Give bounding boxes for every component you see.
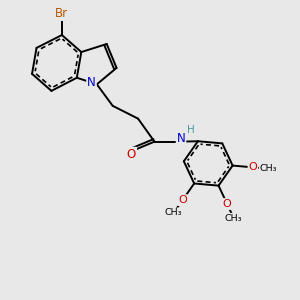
Text: N: N xyxy=(177,132,185,145)
Text: O: O xyxy=(223,199,232,209)
Text: O: O xyxy=(127,148,136,161)
Text: H: H xyxy=(187,125,195,135)
Text: Br: Br xyxy=(55,7,68,20)
Text: CH₃: CH₃ xyxy=(260,164,277,173)
Text: CH₃: CH₃ xyxy=(165,208,182,217)
Text: O: O xyxy=(178,195,187,205)
Text: CH₃: CH₃ xyxy=(225,214,242,223)
Text: N: N xyxy=(87,76,96,89)
Text: O: O xyxy=(248,162,257,172)
